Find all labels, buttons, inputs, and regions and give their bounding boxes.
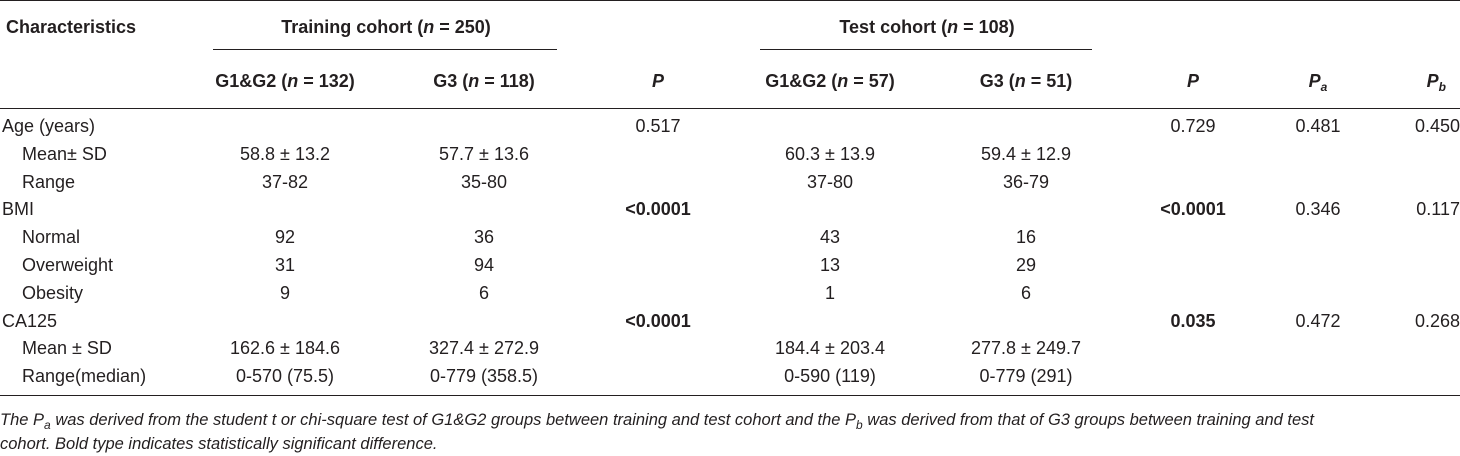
cell-test-g12: 43 xyxy=(819,227,841,248)
cell-train-g12: 0-570 (75.5) xyxy=(235,366,335,387)
cell-p1: <0.0001 xyxy=(625,310,691,331)
cell-train-g3: 6 xyxy=(478,282,490,303)
cell-p1: <0.0001 xyxy=(625,199,691,220)
cell-pb: 0.450 xyxy=(1414,116,1460,136)
cell-p2: 0.729 xyxy=(1170,116,1216,136)
cell-train-g3: 57.7 ± 13.6 xyxy=(439,143,529,164)
header-training-cohort: Training cohort (n = 250) xyxy=(281,17,491,37)
header-train-g1g2: G1&G2 (n = 132) xyxy=(215,71,355,91)
cell-test-g3: 59.4 ± 12.9 xyxy=(981,143,1071,164)
cell-test-g3: 277.8 ± 249.7 xyxy=(971,338,1081,359)
cell-p2: <0.0001 xyxy=(1160,199,1226,220)
row-label: Mean± SD xyxy=(22,143,107,164)
row-label: Mean ± SD xyxy=(22,338,112,359)
row-label: Normal xyxy=(22,227,81,248)
cell-pb: 0.268 xyxy=(1414,310,1460,331)
row-label: Obesity xyxy=(22,282,84,303)
table-footnote: The Pa was derived from the student t or… xyxy=(0,408,1460,456)
bottom-rule xyxy=(0,395,1460,396)
cell-test-g3: 0-779 (291) xyxy=(979,366,1073,387)
cell-pa: 0.481 xyxy=(1295,116,1341,136)
cell-test-g12: 13 xyxy=(819,255,841,275)
cell-test-g12: 37-80 xyxy=(806,171,854,192)
cell-train-g3: 94 xyxy=(473,255,495,275)
header-test-cohort: Test cohort (n = 108) xyxy=(839,17,1015,37)
training-cohort-underline xyxy=(213,49,557,50)
top-rule xyxy=(0,0,1460,1)
footnote-line-1: The Pa was derived from the student t or… xyxy=(0,411,1314,432)
header-train-g3: G3 (n = 118) xyxy=(433,71,535,91)
cell-train-g12: 92 xyxy=(274,227,296,248)
cell-train-g3: 35-80 xyxy=(460,171,508,192)
test-cohort-underline xyxy=(760,49,1092,50)
row-label: Overweight xyxy=(22,255,114,275)
header-rule xyxy=(0,108,1460,109)
cell-train-g12: 31 xyxy=(274,255,296,275)
cell-test-g3: 29 xyxy=(1015,255,1037,275)
cell-p1: 0.517 xyxy=(635,116,681,136)
cell-test-g12: 0-590 (119) xyxy=(784,366,876,387)
cell-pb: 0.117 xyxy=(1416,199,1460,220)
cell-train-g12: 58.8 ± 13.2 xyxy=(240,143,330,164)
cell-train-g12: 37-82 xyxy=(261,171,309,192)
row-label: BMI xyxy=(2,199,35,220)
row-label: Age (years) xyxy=(2,116,96,136)
cell-train-g12: 9 xyxy=(279,282,291,303)
header-p-training: P xyxy=(651,71,665,91)
header-characteristics: Characteristics xyxy=(6,17,137,37)
row-label: Range(median) xyxy=(22,366,147,387)
footnote-line-2: cohort. Bold type indicates statisticall… xyxy=(0,435,438,453)
header-test-g3: G3 (n = 51) xyxy=(979,71,1073,91)
cell-test-g3: 36-79 xyxy=(1002,171,1050,192)
cell-test-g3: 16 xyxy=(1015,227,1037,248)
header-test-g1g2: G1&G2 (n = 57) xyxy=(765,71,895,91)
cell-train-g12: 162.6 ± 184.6 xyxy=(230,338,340,359)
row-label: CA125 xyxy=(2,310,58,331)
row-label: Range xyxy=(22,171,76,192)
cell-train-g3: 36 xyxy=(473,227,495,248)
header-pa: Pa xyxy=(1308,71,1328,94)
header-p-test: P xyxy=(1186,71,1200,91)
cell-test-g12: 1 xyxy=(824,282,836,303)
cell-train-g3: 0-779 (358.5) xyxy=(429,366,539,387)
cell-train-g3: 327.4 ± 272.9 xyxy=(429,338,539,359)
cell-test-g12: 184.4 ± 203.4 xyxy=(775,338,885,359)
cell-test-g3: 6 xyxy=(1020,282,1032,303)
cell-p2: 0.035 xyxy=(1170,310,1216,331)
cell-pa: 0.472 xyxy=(1295,310,1341,331)
cell-test-g12: 60.3 ± 13.9 xyxy=(785,143,875,164)
cell-pa: 0.346 xyxy=(1295,199,1341,220)
header-pb: Pb xyxy=(1426,71,1446,94)
